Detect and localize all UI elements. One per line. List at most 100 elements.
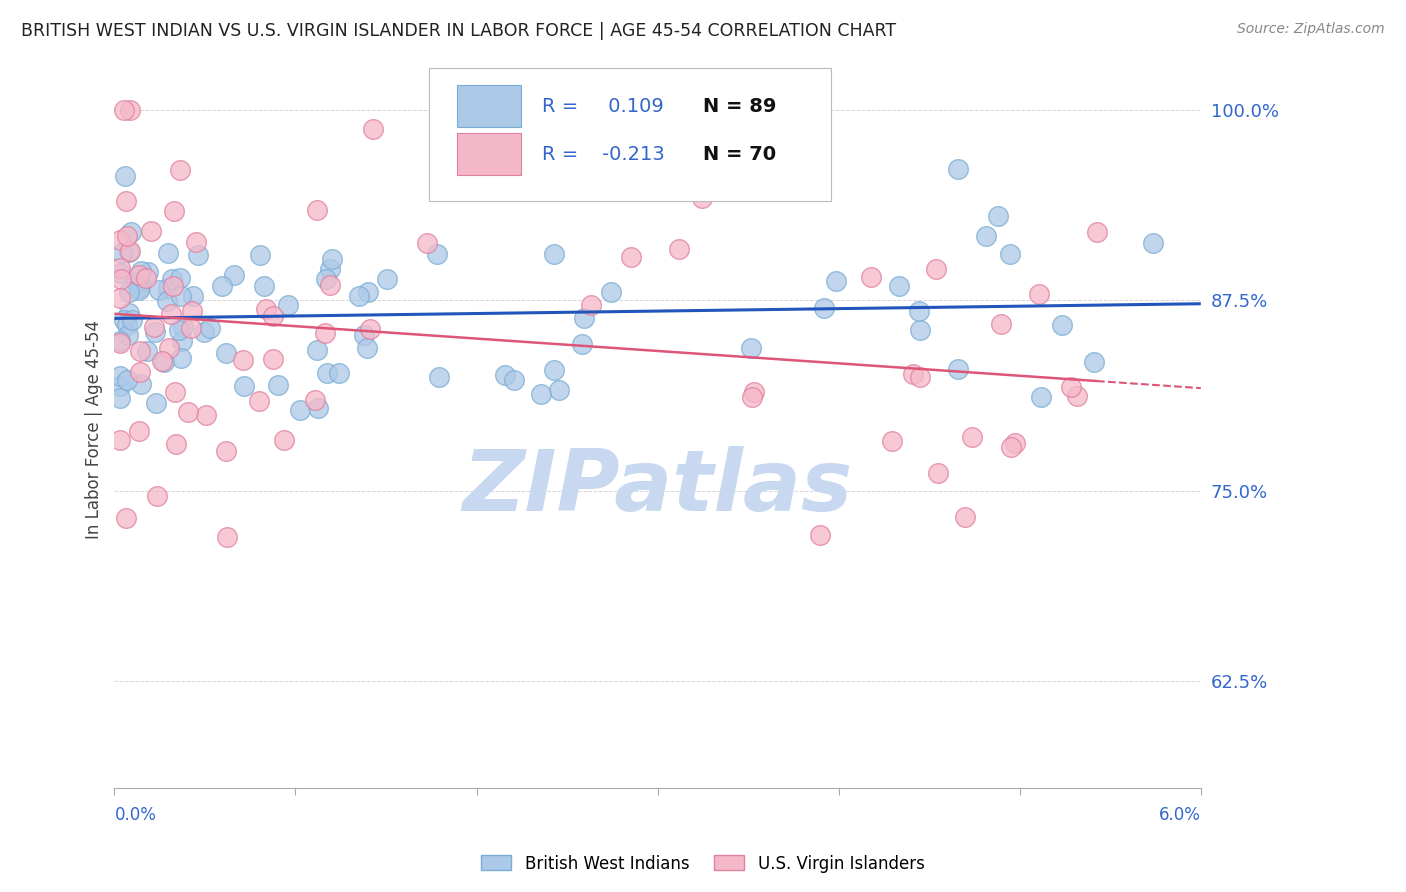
Point	[600, 285, 623, 299]
Point	[128, 268, 150, 282]
Point	[118, 245, 141, 260]
Point	[187, 248, 209, 262]
Point	[572, 311, 595, 326]
Point	[153, 355, 176, 369]
Point	[118, 285, 141, 300]
Point	[1029, 390, 1052, 404]
Point	[215, 444, 238, 458]
Point	[180, 321, 202, 335]
Point	[314, 326, 336, 340]
Point	[962, 430, 984, 444]
Point	[108, 266, 131, 280]
Point	[1000, 440, 1022, 454]
Point	[825, 274, 848, 288]
Point	[692, 191, 714, 205]
Point	[145, 396, 167, 410]
Point	[193, 325, 215, 339]
Point	[169, 351, 191, 365]
Point	[359, 322, 381, 336]
Point	[901, 367, 924, 381]
Point	[321, 252, 343, 266]
Point	[990, 317, 1012, 331]
Point	[186, 235, 208, 249]
Point	[889, 279, 911, 293]
Point	[108, 391, 131, 405]
Point	[115, 228, 138, 243]
FancyBboxPatch shape	[457, 86, 520, 128]
Point	[150, 354, 173, 368]
Point	[121, 312, 143, 326]
Point	[998, 247, 1021, 261]
Point	[125, 275, 148, 289]
Point	[319, 261, 342, 276]
Text: BRITISH WEST INDIAN VS U.S. VIRGIN ISLANDER IN LABOR FORCE | AGE 45-54 CORRELATI: BRITISH WEST INDIAN VS U.S. VIRGIN ISLAN…	[21, 22, 896, 40]
Point	[157, 341, 180, 355]
Point	[948, 162, 970, 177]
Point	[232, 353, 254, 368]
Text: ZIPatlas: ZIPatlas	[463, 446, 852, 529]
Point	[1085, 226, 1108, 240]
Point	[266, 377, 288, 392]
Point	[160, 307, 183, 321]
Point	[112, 103, 135, 117]
Point	[277, 298, 299, 312]
Point	[571, 337, 593, 351]
Text: N = 70: N = 70	[703, 145, 776, 164]
Point	[108, 379, 131, 393]
Point	[494, 368, 516, 382]
Text: N = 89: N = 89	[703, 97, 776, 116]
Point	[620, 250, 643, 264]
Point	[543, 247, 565, 261]
Point	[108, 233, 131, 247]
Point	[361, 122, 384, 136]
Point	[357, 285, 380, 300]
Point	[946, 361, 969, 376]
Point	[356, 341, 378, 355]
Point	[315, 367, 337, 381]
Point	[347, 289, 370, 303]
Point	[131, 264, 153, 278]
Point	[181, 289, 204, 303]
Point	[1083, 355, 1105, 369]
Point	[145, 325, 167, 339]
Point	[253, 279, 276, 293]
Point	[668, 242, 690, 256]
Point	[211, 279, 233, 293]
Point	[742, 385, 765, 400]
Point	[146, 489, 169, 503]
Point	[195, 408, 218, 422]
Point	[129, 344, 152, 359]
Point	[859, 270, 882, 285]
Point	[375, 272, 398, 286]
Point	[128, 281, 150, 295]
Point	[160, 272, 183, 286]
Point	[162, 278, 184, 293]
Point	[169, 163, 191, 178]
Point	[547, 383, 569, 397]
Point	[1060, 380, 1083, 394]
Point	[115, 318, 138, 332]
Point	[502, 373, 524, 387]
Point	[118, 306, 141, 320]
Point	[166, 436, 188, 450]
Point	[307, 401, 329, 415]
Point	[129, 276, 152, 290]
Text: -0.213: -0.213	[602, 145, 665, 164]
Point	[315, 271, 337, 285]
Point	[128, 424, 150, 438]
Point	[108, 261, 131, 276]
Point	[148, 283, 170, 297]
Point	[290, 403, 312, 417]
Point	[112, 313, 135, 327]
Point	[319, 277, 342, 292]
Point	[115, 373, 138, 387]
Point	[115, 194, 138, 208]
Point	[908, 304, 931, 318]
Point	[114, 511, 136, 525]
Point	[138, 265, 160, 279]
Point	[108, 369, 131, 384]
Point	[142, 320, 165, 334]
Point	[165, 384, 187, 399]
Point	[128, 283, 150, 297]
Point	[110, 272, 132, 286]
